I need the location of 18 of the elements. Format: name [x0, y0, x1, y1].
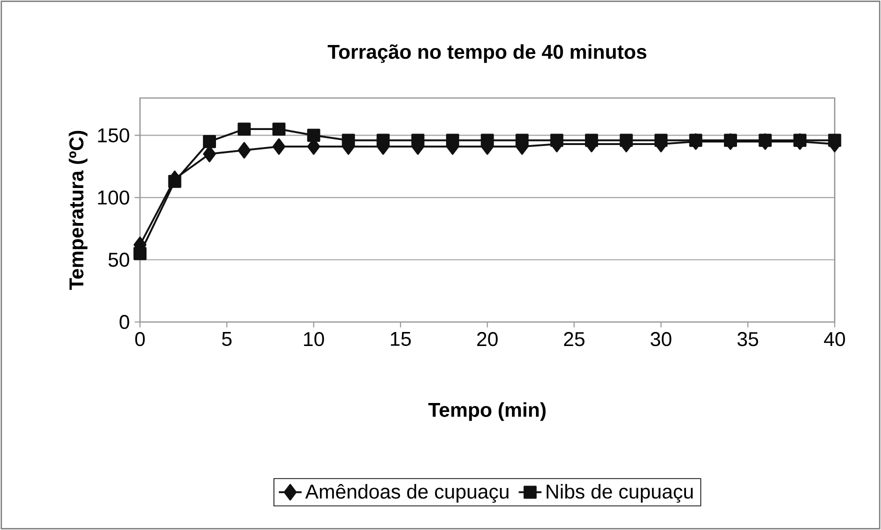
x-tick-label: 15 — [390, 332, 411, 346]
y-tick-label: 150 — [98, 128, 130, 142]
legend-label: Nibs de cupuaçu — [546, 484, 693, 503]
x-tick-label: 30 — [650, 332, 672, 346]
x-tick-label: 40 — [824, 332, 845, 346]
legend-label: Amêndoas de cupuaçu — [305, 484, 508, 503]
x-tick-label: 10 — [304, 332, 324, 346]
chart-title: Torração no tempo de 40 minutos — [328, 44, 646, 63]
x-tick-label: 5 — [222, 332, 232, 346]
y-tick-label: 100 — [98, 190, 130, 205]
x-tick-label: 35 — [737, 332, 758, 346]
y-axis-title: Temperatura (ºC) — [68, 130, 88, 290]
x-tick-label: 25 — [564, 332, 584, 346]
y-tick-label: 0 — [120, 314, 130, 330]
x-tick-label: 20 — [477, 332, 498, 346]
x-tick-label: 0 — [135, 332, 145, 346]
x-axis-title: Tempo (min) — [428, 402, 546, 421]
y-tick-label: 50 — [108, 252, 130, 267]
